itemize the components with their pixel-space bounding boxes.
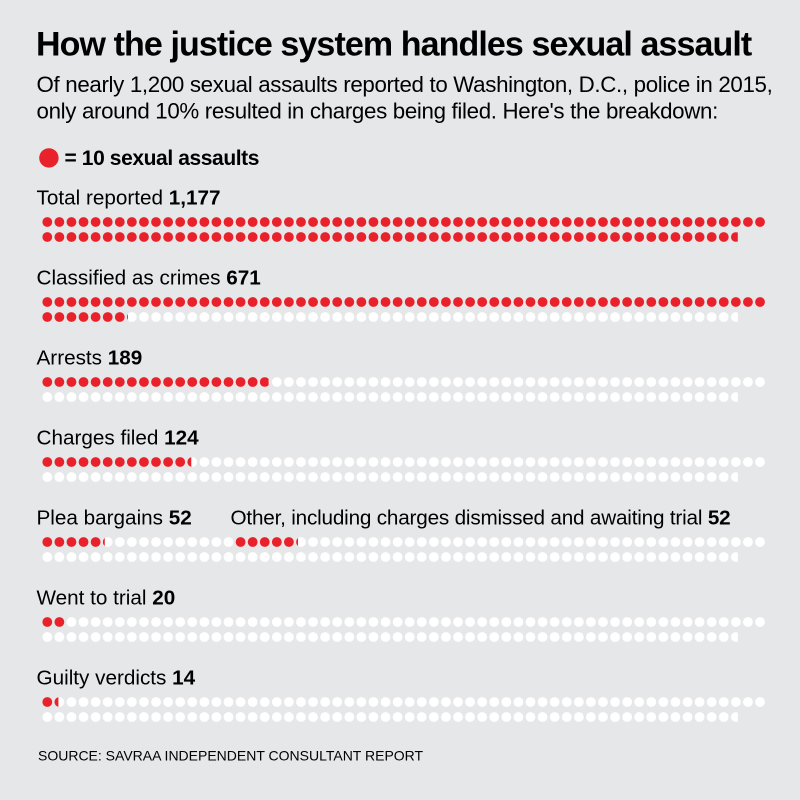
svg-text:Charges filed 124: Charges filed 124 [37, 426, 200, 449]
svg-text:How the justice system handles: How the justice system handles sexual as… [36, 25, 752, 63]
svg-text:Arrests 189: Arrests 189 [37, 346, 143, 369]
svg-text:only around 10% resulted in ch: only around 10% resulted in charges bein… [37, 99, 718, 124]
svg-text:= 10 sexual assaults: = 10 sexual assaults [65, 147, 260, 170]
svg-text:Other, including charges dismi: Other, including charges dismissed and a… [231, 506, 731, 529]
svg-text:Went to trial 20: Went to trial 20 [37, 586, 176, 609]
svg-text:Of nearly 1,200 sexual assault: Of nearly 1,200 sexual assaults reported… [37, 72, 773, 97]
svg-text:SOURCE: SAVRAA INDEPENDENT CON: SOURCE: SAVRAA INDEPENDENT CONSULTANT RE… [38, 748, 424, 764]
svg-text:Guilty verdicts 14: Guilty verdicts 14 [37, 666, 196, 689]
svg-text:Plea bargains 52: Plea bargains 52 [37, 506, 192, 529]
svg-text:Classified as crimes 671: Classified as crimes 671 [37, 266, 261, 289]
svg-text:Total reported 1,177: Total reported 1,177 [37, 186, 221, 209]
